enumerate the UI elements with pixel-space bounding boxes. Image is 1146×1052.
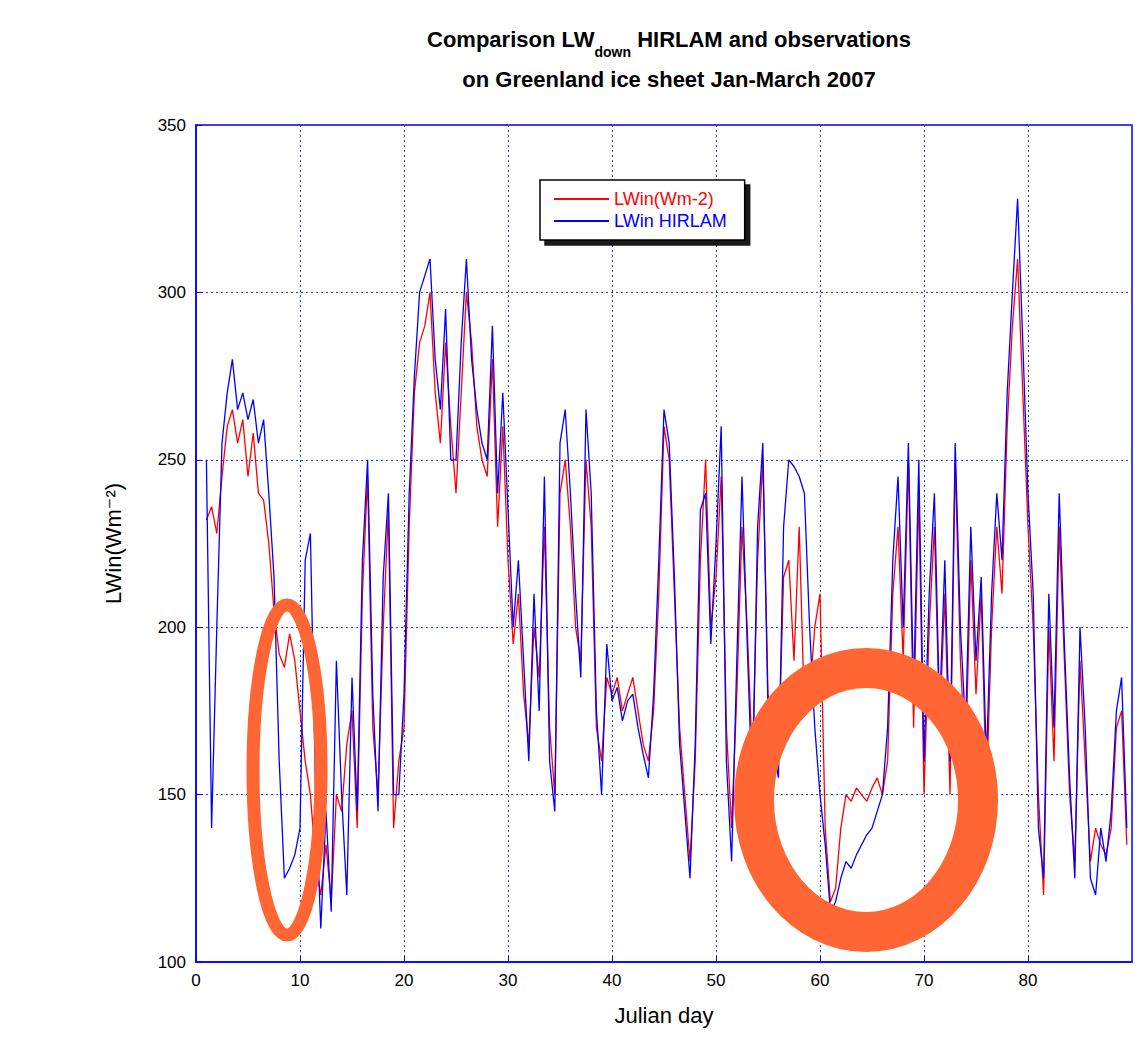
svg-text:down: down [594,44,631,60]
svg-text:LWin(Wm⁻²): LWin(Wm⁻²) [101,483,126,604]
svg-text:30: 30 [499,971,518,990]
svg-text:100: 100 [158,953,186,972]
svg-text:150: 150 [158,785,186,804]
svg-text:0: 0 [191,971,200,990]
svg-text:10: 10 [291,971,310,990]
svg-text:Comparison LW: Comparison LW [427,27,595,52]
svg-text:350: 350 [158,116,186,135]
svg-text:Julian day: Julian day [614,1003,713,1028]
svg-text:50: 50 [707,971,726,990]
svg-text:20: 20 [395,971,414,990]
svg-text:200: 200 [158,618,186,637]
svg-text:300: 300 [158,283,186,302]
svg-text:LWin(Wm-2): LWin(Wm-2) [614,189,714,209]
svg-text:70: 70 [915,971,934,990]
svg-text:60: 60 [811,971,830,990]
svg-text:80: 80 [1019,971,1038,990]
svg-text:250: 250 [158,450,186,469]
svg-text:HIRLAM and observations: HIRLAM and observations [631,27,911,52]
svg-text:40: 40 [603,971,622,990]
svg-text:LWin HIRLAM: LWin HIRLAM [614,211,727,231]
svg-text:on Greenland ice sheet Jan-Mar: on Greenland ice sheet Jan-March 2007 [462,67,875,92]
